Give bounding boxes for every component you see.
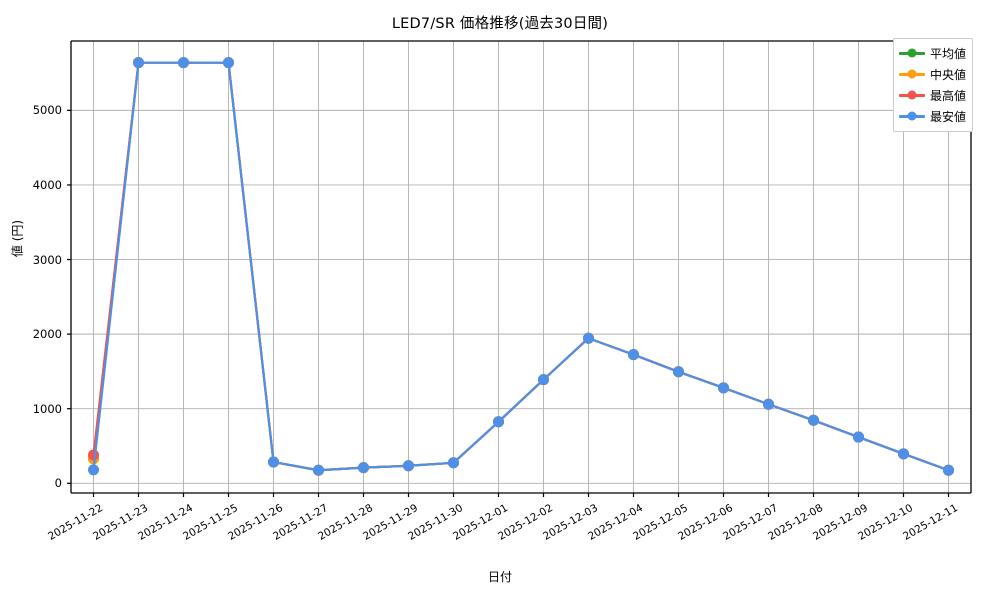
y-tick-label: 4000 — [32, 177, 62, 192]
series-3 — [88, 57, 954, 476]
legend-marker-icon — [907, 111, 917, 121]
chart-title: LED7/SR 価格推移(過去30日間) — [391, 16, 609, 32]
chart-legend: 平均値中央値最高値最安値 — [893, 38, 974, 132]
legend-label: 最安値 — [930, 110, 967, 124]
legend-marker-icon — [907, 69, 917, 79]
grid-lines — [71, 41, 971, 493]
legend-marker-icon — [907, 48, 917, 58]
y-tick-label: 5000 — [32, 103, 62, 118]
y-tick-label: 2000 — [32, 327, 62, 342]
legend-line-swatch — [899, 111, 925, 121]
legend-line-swatch — [899, 90, 925, 100]
legend-label: 平均値 — [930, 47, 967, 61]
legend-item[interactable]: 最高値 — [899, 85, 966, 106]
legend-item[interactable]: 最安値 — [899, 106, 966, 127]
legend-line-swatch — [899, 48, 925, 58]
y-tick-label: 1000 — [32, 401, 62, 416]
axis-ticks — [67, 109, 950, 497]
legend-line-swatch — [899, 69, 925, 79]
y-tick-label: 0 — [54, 476, 62, 491]
y-tick-label: 3000 — [32, 252, 62, 267]
x-axis-label: 日付 — [487, 570, 512, 584]
legend-marker-icon — [907, 90, 917, 100]
legend-item[interactable]: 平均値 — [899, 43, 966, 64]
legend-label: 中央値 — [930, 68, 967, 82]
legend-label: 最高値 — [930, 89, 967, 103]
y-axis-tick-labels: 0 1000 2000 3000 4000 5000 — [0, 0, 62, 600]
legend-item[interactable]: 中央値 — [899, 64, 966, 85]
